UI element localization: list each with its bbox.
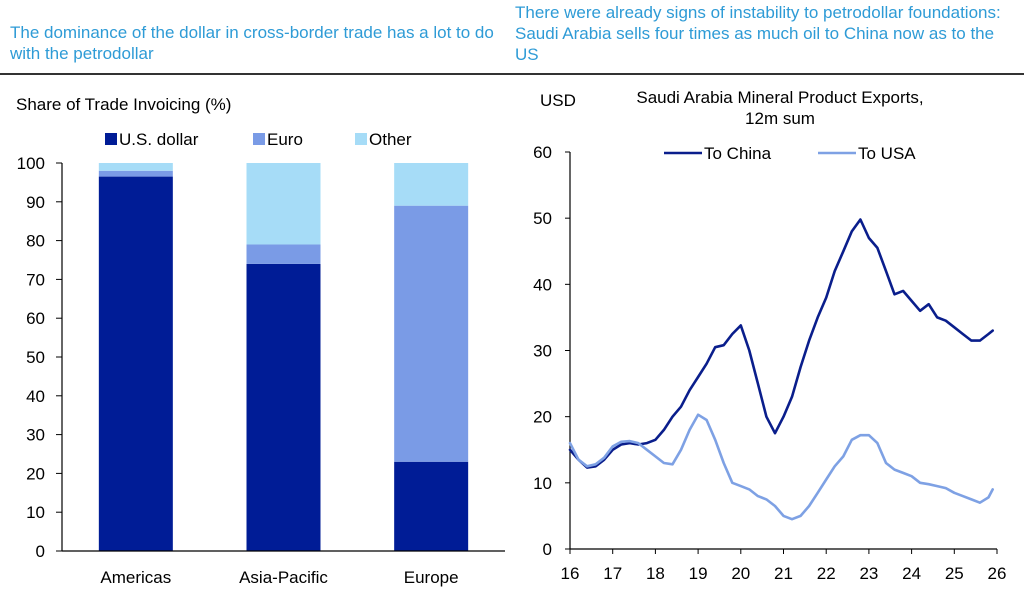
line-y-tick-label: 10 <box>533 474 552 493</box>
bar-segment-u-s-dollar <box>394 461 469 551</box>
bar-y-tick-label: 70 <box>26 270 45 289</box>
line-x-tick-label: 17 <box>603 564 622 583</box>
line-x-tick-label: 19 <box>689 564 708 583</box>
right-headline: There were already signs of instability … <box>515 3 1001 64</box>
bar-segment-euro <box>98 170 173 177</box>
line-x-tick-label: 23 <box>859 564 878 583</box>
bar-segment-u-s-dollar <box>246 263 321 551</box>
line-x-tick-label: 20 <box>731 564 750 583</box>
line-marks <box>568 218 995 521</box>
legend-label: To China <box>704 144 772 163</box>
bar-chart-title: Share of Trade Invoicing (%) <box>16 95 231 114</box>
bar-segment-u-s-dollar <box>98 176 173 551</box>
bar-y-tick-label: 50 <box>26 348 45 367</box>
saudi-exports-chart: USD Saudi Arabia Mineral Product Exports… <box>533 88 1006 583</box>
line-x-tick-label: 22 <box>817 564 836 583</box>
line-y-tick-label: 60 <box>533 143 552 162</box>
series-line-to-usa <box>568 413 995 521</box>
legend-label: Other <box>369 130 412 149</box>
bar-segment-euro <box>246 244 321 264</box>
line-x-tick-label: 21 <box>774 564 793 583</box>
bar-y-tick-label: 80 <box>26 232 45 251</box>
series-line-to-china <box>568 218 995 469</box>
bar-segment-euro <box>394 205 469 462</box>
line-y-tick-label: 20 <box>533 408 552 427</box>
bar-y-axis: 0 10 20 30 40 50 60 70 80 90 100 <box>17 154 63 561</box>
line-x-tick-label: 26 <box>988 564 1007 583</box>
line-x-tick-label: 18 <box>646 564 665 583</box>
bar-y-tick-label: 60 <box>26 309 45 328</box>
line-y-axis: 0 10 20 30 40 50 60 <box>533 143 571 559</box>
bar-marks <box>98 163 469 551</box>
line-chart-ylabel: USD <box>540 91 576 110</box>
line-y-tick-label: 0 <box>543 540 552 559</box>
bar-segment-other <box>394 163 469 206</box>
bar-y-tick-label: 40 <box>26 387 45 406</box>
bar-x-tick-label: Asia-Pacific <box>239 568 328 587</box>
legend-swatch <box>253 133 265 145</box>
line-chart-title: Saudi Arabia Mineral Product Exports, <box>636 88 923 107</box>
line-x-tick-label: 25 <box>945 564 964 583</box>
bar-segment-other <box>98 163 173 171</box>
bar-legend: U.S. dollar Euro Other <box>105 130 412 149</box>
legend-label: Euro <box>267 130 303 149</box>
line-y-tick-label: 50 <box>533 209 552 228</box>
bar-x-tick-label: Americas <box>100 568 171 587</box>
line-y-tick-label: 40 <box>533 275 552 294</box>
trade-invoicing-chart: Share of Trade Invoicing (%) U.S. dollar… <box>16 95 505 587</box>
line-x-tick-label: 16 <box>561 564 580 583</box>
legend-label: To USA <box>858 144 916 163</box>
bar-y-tick-label: 10 <box>26 503 45 522</box>
header-rule <box>0 73 1024 75</box>
legend-swatch <box>105 133 117 145</box>
bar-x-axis: Americas Asia-Pacific Europe <box>62 550 505 587</box>
bar-y-tick-label: 0 <box>36 542 45 561</box>
line-x-axis: 16 17 18 19 20 21 22 23 24 25 26 <box>561 548 1007 583</box>
left-headline: The dominance of the dollar in cross-bor… <box>10 23 494 63</box>
legend-label: U.S. dollar <box>119 130 199 149</box>
line-chart-subtitle: 12m sum <box>745 109 815 128</box>
bar-y-tick-label: 30 <box>26 426 45 445</box>
legend-swatch <box>355 133 367 145</box>
bar-y-tick-label: 90 <box>26 193 45 212</box>
bar-y-tick-label: 20 <box>26 464 45 483</box>
bar-y-tick-label: 100 <box>17 154 45 173</box>
bar-x-tick-label: Europe <box>404 568 459 587</box>
line-y-tick-label: 30 <box>533 342 552 361</box>
line-legend: To China To USA <box>664 144 916 163</box>
line-x-tick-label: 24 <box>902 564 921 583</box>
bar-segment-other <box>246 163 321 245</box>
